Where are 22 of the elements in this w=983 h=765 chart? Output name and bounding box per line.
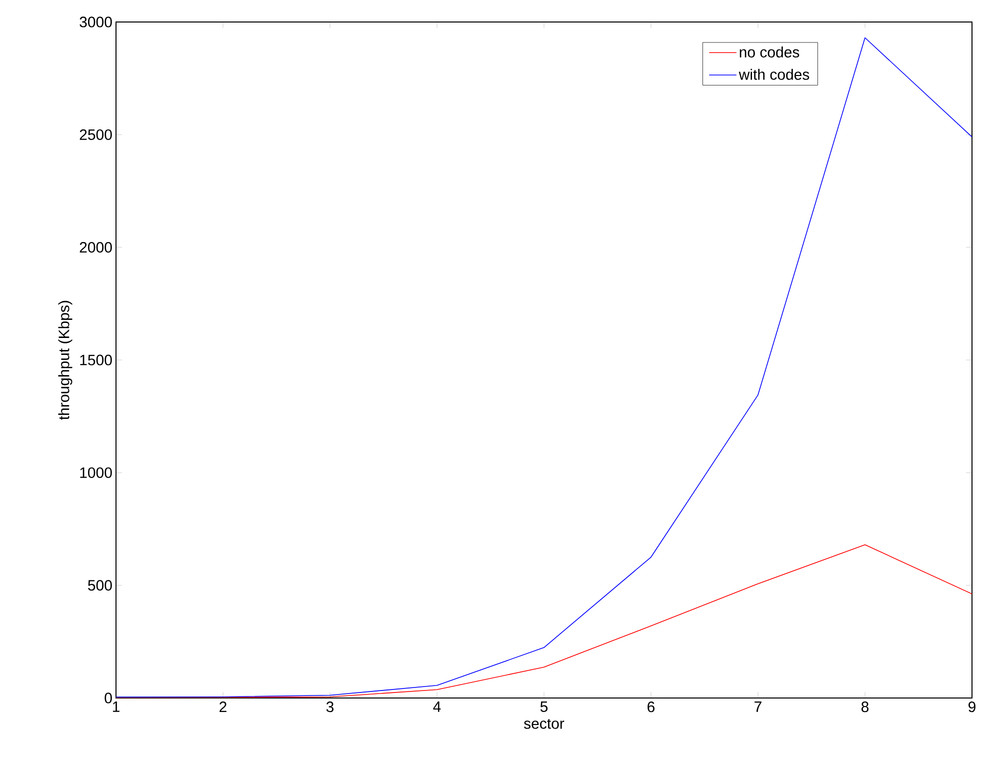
legend-label: with codes — [738, 68, 810, 80]
x-tick-label: 2 — [220, 702, 226, 712]
line-series — [116, 37, 972, 698]
x-axis-title: sector — [524, 719, 564, 729]
y-axis-title: throughput (Kbps) — [58, 300, 72, 420]
x-tick-label: 4 — [433, 702, 441, 712]
y-tick-label: 3000 — [80, 16, 112, 28]
y-tick-label: 1500 — [80, 354, 112, 366]
x-tick-label: 7 — [754, 702, 762, 712]
y-tick-label: 500 — [88, 580, 112, 591]
x-tick-label: 9 — [968, 702, 976, 712]
y-tick-label: 1000 — [80, 467, 112, 478]
x-tick-label: 5 — [540, 702, 548, 712]
y-tick-label: 0 — [104, 692, 112, 704]
x-tick-label: 8 — [861, 702, 869, 712]
line-series — [116, 544, 972, 698]
x-tick-label: 3 — [326, 702, 334, 712]
legend-label: no codes — [740, 46, 800, 58]
x-tick-label: 6 — [648, 702, 655, 712]
x-tick-label: 1 — [112, 702, 120, 712]
y-tick-label: 2000 — [80, 242, 112, 253]
y-tick-label: 2500 — [80, 129, 112, 140]
